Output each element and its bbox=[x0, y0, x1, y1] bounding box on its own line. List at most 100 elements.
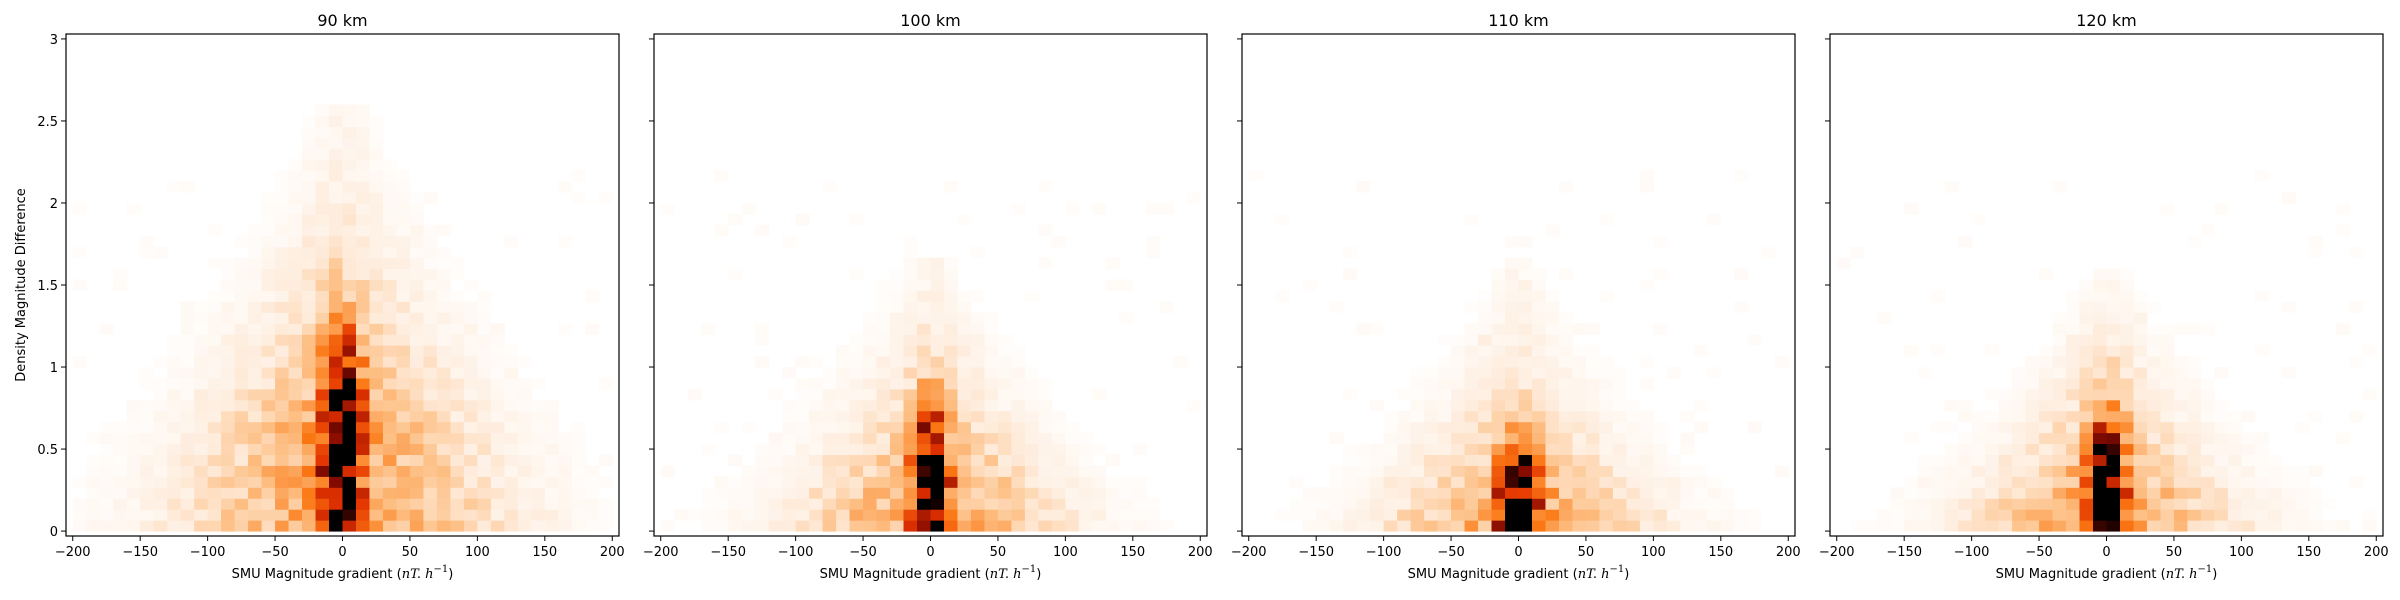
heatmap-cell bbox=[2173, 410, 2188, 423]
heatmap-cell bbox=[1971, 509, 1986, 521]
heatmap-cell bbox=[207, 290, 222, 302]
heatmap-cell bbox=[221, 334, 236, 346]
heatmap-cell bbox=[1451, 345, 1466, 357]
heatmap-cell bbox=[329, 509, 343, 521]
heatmap-cell bbox=[436, 432, 451, 445]
heatmap-cell bbox=[2012, 432, 2027, 445]
x-tick-label: 150 bbox=[1708, 545, 1733, 560]
heatmap-cell bbox=[795, 213, 810, 226]
heatmap-cell bbox=[302, 487, 317, 499]
heatmap-cell bbox=[1451, 356, 1466, 368]
heatmap-cell bbox=[2295, 498, 2310, 510]
heatmap-cell bbox=[1944, 454, 1959, 466]
heatmap-cell bbox=[1666, 476, 1681, 488]
heatmap-cell bbox=[1011, 345, 1026, 357]
heatmap-cell bbox=[1410, 487, 1425, 499]
heatmap-cell bbox=[1092, 487, 1107, 499]
heatmap-cell bbox=[809, 476, 824, 488]
heatmap-cell bbox=[585, 498, 600, 510]
heatmap-cell bbox=[396, 301, 411, 313]
heatmap-cell bbox=[1370, 487, 1385, 499]
heatmap-cell bbox=[1518, 399, 1533, 412]
heatmap-cell bbox=[329, 268, 343, 281]
heatmap-cell bbox=[261, 487, 276, 499]
heatmap-cell bbox=[2066, 520, 2081, 532]
x-tick-label: −150 bbox=[710, 545, 746, 560]
heatmap-cell bbox=[1451, 509, 1466, 521]
heatmap-cell bbox=[436, 520, 451, 532]
heatmap-cell bbox=[99, 454, 114, 466]
x-tick-label: 150 bbox=[2296, 545, 2321, 560]
heatmap-cell bbox=[997, 399, 1012, 412]
heatmap-cell bbox=[1653, 465, 1668, 477]
heatmap-cell bbox=[890, 268, 905, 281]
heatmap-cell bbox=[1275, 290, 1290, 302]
heatmap-cell bbox=[2227, 410, 2242, 423]
heatmap-cell bbox=[1707, 509, 1722, 521]
heatmap-cell bbox=[2214, 421, 2229, 434]
heatmap-cell bbox=[585, 509, 600, 521]
heatmap-cell bbox=[1383, 465, 1398, 477]
heatmap-cell bbox=[477, 498, 492, 510]
panel-title: 100 km bbox=[900, 11, 960, 30]
heatmap-cell bbox=[1289, 509, 1304, 521]
heatmap-cell bbox=[2160, 454, 2175, 466]
heatmap-cell bbox=[2214, 454, 2229, 466]
heatmap-cell bbox=[517, 520, 532, 532]
heatmap-cell bbox=[1343, 509, 1358, 521]
heatmap-cell bbox=[1545, 421, 1560, 434]
heatmap-cell bbox=[2281, 465, 2296, 477]
heatmap-cell bbox=[1464, 213, 1479, 226]
heatmap-cell bbox=[463, 443, 478, 456]
heatmap-cell bbox=[2254, 520, 2269, 532]
heatmap-cell bbox=[2173, 377, 2188, 390]
heatmap-cell bbox=[1491, 312, 1506, 324]
heatmap-cell bbox=[1693, 345, 1708, 357]
heatmap-cell bbox=[2133, 410, 2148, 423]
heatmap-cell bbox=[1051, 476, 1066, 488]
heatmap-cell bbox=[2039, 520, 2054, 532]
heatmap-cell bbox=[2066, 410, 2081, 423]
heatmap-cell bbox=[1518, 312, 1533, 324]
heatmap-cell bbox=[288, 421, 303, 434]
heatmap-cell bbox=[167, 388, 182, 401]
heatmap-cell bbox=[342, 454, 357, 466]
heatmap-cell bbox=[126, 443, 141, 456]
heatmap-cell bbox=[2119, 465, 2134, 477]
heatmap-cell bbox=[504, 388, 519, 401]
heatmap-cell bbox=[517, 421, 532, 434]
heatmap-cell bbox=[2241, 498, 2256, 510]
heatmap-cell bbox=[957, 323, 972, 335]
heatmap-cell bbox=[396, 323, 411, 335]
heatmap-cell bbox=[221, 454, 236, 466]
heatmap-cell bbox=[1639, 487, 1654, 499]
heatmap-cell bbox=[1011, 443, 1026, 456]
heatmap-cell bbox=[822, 388, 837, 401]
heatmap-cell bbox=[2012, 367, 2027, 379]
heatmap-cell bbox=[342, 192, 357, 204]
heatmap-cell bbox=[436, 312, 451, 324]
heatmap-cell bbox=[2133, 465, 2148, 477]
heatmap-cell bbox=[863, 312, 878, 324]
heatmap-cell bbox=[2052, 509, 2067, 521]
heatmap-cell bbox=[1478, 421, 1493, 434]
heatmap-cell bbox=[1464, 345, 1479, 357]
heatmap-cell bbox=[477, 454, 492, 466]
heatmap-cell bbox=[863, 443, 878, 456]
heatmap-cell bbox=[1572, 465, 1587, 477]
heatmap-cell bbox=[970, 498, 985, 510]
heatmap-cell bbox=[2295, 421, 2310, 434]
heatmap-cell bbox=[795, 487, 810, 499]
heatmap-cell bbox=[1478, 432, 1493, 445]
heatmap-cell bbox=[504, 476, 519, 488]
heatmap-cell bbox=[1944, 399, 1959, 412]
heatmap-cell bbox=[207, 345, 222, 357]
heatmap-cell bbox=[849, 410, 864, 423]
heatmap-cell bbox=[329, 399, 343, 412]
heatmap-cell bbox=[1410, 498, 1425, 510]
heatmap-cell bbox=[2119, 476, 2134, 488]
heatmap-cell bbox=[207, 509, 222, 521]
heatmap-cell bbox=[409, 454, 424, 466]
heatmap-cell bbox=[2308, 410, 2323, 423]
heatmap-cell bbox=[1038, 257, 1053, 270]
